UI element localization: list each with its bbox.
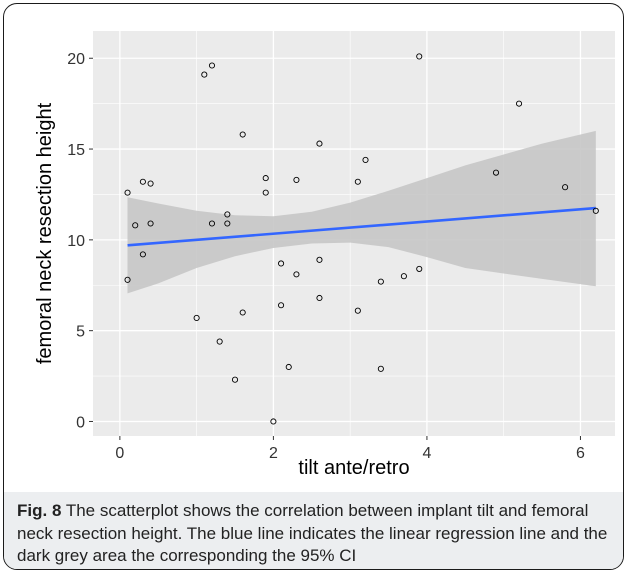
x-tick-label: 0	[115, 445, 124, 462]
data-point	[293, 176, 300, 183]
data-point	[201, 71, 208, 78]
x-tick-label: 6	[576, 445, 585, 462]
y-tick-label: 15	[67, 142, 85, 159]
data-point	[492, 169, 500, 176]
regression-line	[127, 206, 596, 247]
data-point	[124, 189, 131, 196]
data-point	[515, 100, 523, 107]
x-axis-label: tilt ante/retro	[298, 457, 409, 479]
data-point	[132, 222, 139, 229]
data-point	[270, 418, 277, 425]
data-point	[400, 273, 407, 280]
y-tick-label: 10	[67, 233, 85, 250]
data-point	[262, 189, 269, 196]
x-tick-label: 4	[422, 445, 431, 462]
data-point	[416, 53, 423, 60]
data-points	[124, 53, 599, 425]
data-point	[239, 309, 246, 316]
data-point	[224, 211, 231, 218]
data-point	[293, 271, 300, 278]
data-point	[208, 62, 216, 69]
x-axis-ticks: 0 2 4 6	[115, 436, 585, 462]
data-point	[147, 220, 154, 227]
data-point	[239, 131, 246, 138]
data-point	[139, 251, 146, 258]
caption-background	[4, 492, 623, 569]
data-point	[592, 207, 599, 214]
data-point	[316, 294, 323, 302]
data-point	[224, 220, 231, 227]
data-point	[147, 180, 154, 187]
caption-text: The scatterplot shows the correlation be…	[17, 501, 608, 565]
data-point	[316, 256, 323, 263]
data-point	[285, 363, 292, 371]
confidence-band	[127, 130, 596, 294]
data-point	[316, 140, 323, 147]
x-tick-label: 2	[269, 445, 278, 462]
data-point	[216, 338, 223, 345]
y-tick-label: 20	[67, 51, 85, 68]
data-point	[278, 302, 285, 309]
data-point	[562, 184, 569, 191]
data-point	[362, 156, 369, 163]
data-point	[124, 276, 131, 283]
data-point	[354, 307, 361, 314]
y-axis-label: femoral neck resection height	[34, 102, 56, 364]
data-point	[193, 314, 200, 322]
scatter-chart: 0 5 10 15 20 0 2 4 6 tilt ante/retro femoral ne…	[34, 31, 615, 479]
y-axis-ticks: 0 5 10 15 20	[67, 51, 93, 431]
y-tick-label: 0	[76, 414, 85, 431]
data-point	[278, 260, 285, 267]
data-point	[208, 220, 216, 227]
data-point	[139, 178, 146, 185]
data-point	[231, 376, 239, 383]
data-point	[377, 278, 384, 285]
data-point	[377, 365, 384, 372]
figure-frame: 0 5 10 15 20 0 2 4 6 tilt ante/retro femoral ne…	[3, 3, 624, 570]
figure-label: Fig. 8	[17, 501, 62, 520]
figure-caption: Fig. 8 The scatterplot shows the correla…	[17, 500, 617, 568]
data-point	[354, 178, 361, 185]
y-tick-label: 5	[76, 324, 85, 341]
data-point	[262, 175, 269, 182]
data-point	[416, 265, 423, 272]
